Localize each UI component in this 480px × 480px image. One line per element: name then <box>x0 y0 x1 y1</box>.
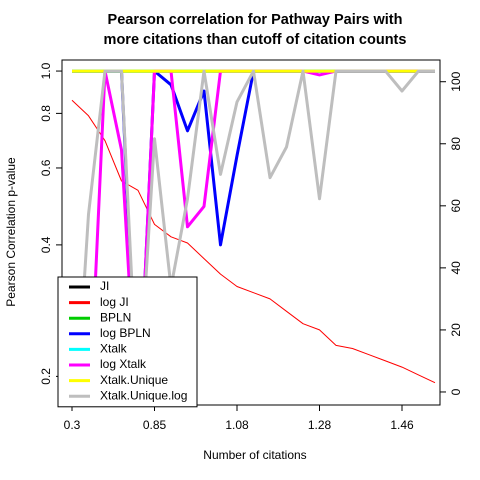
legend-label: BPLN <box>100 310 131 324</box>
legend-label: Xtalk.Unique <box>100 373 168 387</box>
legend-label: JI <box>100 279 109 293</box>
y-axis-label: Pearson Correlation p-value <box>4 157 18 307</box>
y-tick-label: 1.0 <box>39 62 53 79</box>
x-tick-label: 0.3 <box>64 418 81 432</box>
x-tick-label: 1.28 <box>308 418 332 432</box>
y-tick-label: 0.2 <box>39 368 53 385</box>
y2-tick-label: 80 <box>449 137 463 151</box>
legend-box <box>57 276 198 408</box>
y-tick-label: 0.4 <box>39 236 53 253</box>
x-axis-label: Number of citations <box>203 448 306 462</box>
x-tick-label: 1.46 <box>390 418 414 432</box>
chart-title: Pearson correlation for Pathway Pairs wi… <box>108 12 403 28</box>
legend-label: log BPLN <box>100 326 151 340</box>
series-line <box>74 69 435 405</box>
x-tick-label: 0.85 <box>143 418 167 432</box>
y-tick-label: 0.8 <box>39 105 53 122</box>
y2-tick-label: 0 <box>449 388 463 395</box>
legend-label: Xtalk.Unique.log <box>100 388 187 402</box>
y2-tick-label: 20 <box>449 323 463 337</box>
legend-label: Xtalk <box>100 342 128 356</box>
chart-title: more citations than cutoff of citation c… <box>104 32 407 48</box>
legend-label: log JI <box>100 295 129 309</box>
y2-tick-label: 100 <box>449 71 463 91</box>
y-tick-label: 0.6 <box>39 159 53 176</box>
legend-label: log Xtalk <box>100 357 147 371</box>
x-tick-label: 1.08 <box>225 418 249 432</box>
y2-tick-label: 60 <box>449 199 463 213</box>
y2-tick-label: 40 <box>449 261 463 275</box>
series-line <box>71 99 436 384</box>
plot-area <box>71 69 436 405</box>
